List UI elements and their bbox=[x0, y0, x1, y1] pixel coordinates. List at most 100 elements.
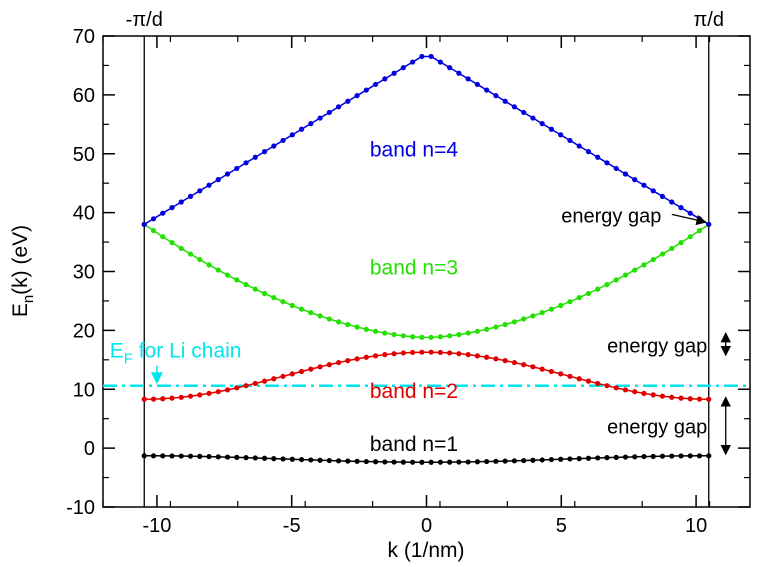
band-point bbox=[650, 188, 656, 194]
band-point bbox=[150, 216, 157, 222]
band-point bbox=[567, 137, 573, 144]
band-point bbox=[141, 453, 147, 459]
x-axis-label: k (1/nm) bbox=[387, 539, 464, 562]
band-point bbox=[687, 234, 693, 240]
x-tick-label: -10 bbox=[142, 515, 171, 537]
band-point bbox=[215, 177, 221, 183]
band-point bbox=[530, 364, 536, 370]
band-point bbox=[696, 228, 703, 234]
band-point bbox=[345, 458, 351, 464]
y-tick-label: 20 bbox=[73, 320, 95, 342]
band-point bbox=[502, 321, 508, 328]
band-point bbox=[298, 306, 305, 312]
band-point bbox=[243, 455, 249, 461]
band-point bbox=[530, 115, 536, 121]
band-point bbox=[576, 456, 582, 462]
band-point bbox=[160, 210, 166, 216]
band-point bbox=[187, 393, 194, 399]
band-point bbox=[493, 356, 499, 362]
band-point bbox=[141, 221, 147, 227]
band-point bbox=[335, 104, 342, 110]
band-point bbox=[604, 455, 610, 461]
band-point bbox=[169, 395, 175, 401]
band-point bbox=[567, 299, 573, 305]
band-point bbox=[595, 286, 601, 292]
band-label: band n=3 bbox=[370, 256, 458, 279]
band-point bbox=[335, 458, 342, 464]
band-point bbox=[187, 251, 194, 257]
band-point bbox=[474, 81, 480, 88]
band-point bbox=[511, 458, 518, 464]
band-point bbox=[252, 154, 258, 160]
band-point bbox=[215, 389, 221, 395]
band-point bbox=[493, 324, 499, 330]
band-point bbox=[696, 453, 703, 459]
band-point bbox=[354, 324, 360, 330]
band-point bbox=[243, 281, 249, 288]
band-point bbox=[178, 394, 184, 400]
band-point bbox=[428, 334, 434, 340]
band-point bbox=[410, 59, 416, 65]
band-point bbox=[363, 354, 369, 360]
band-point bbox=[400, 350, 406, 356]
band-point bbox=[335, 319, 342, 325]
energy-gap-label: energy gap bbox=[607, 416, 707, 438]
band-point bbox=[150, 396, 157, 402]
band-point bbox=[558, 302, 564, 309]
band-point bbox=[373, 459, 379, 465]
band-point bbox=[373, 353, 379, 359]
band-point bbox=[687, 396, 693, 402]
band-point bbox=[447, 65, 453, 71]
band-point bbox=[576, 143, 582, 149]
band-point bbox=[308, 457, 314, 463]
band-point bbox=[141, 396, 147, 402]
band-point bbox=[428, 53, 434, 60]
band-point bbox=[326, 362, 332, 368]
band-point bbox=[410, 334, 416, 340]
band-point bbox=[511, 319, 518, 325]
band-point bbox=[391, 331, 397, 338]
band-point bbox=[484, 87, 490, 93]
band-point bbox=[317, 364, 323, 370]
band-point bbox=[437, 59, 443, 65]
band-point bbox=[558, 456, 564, 462]
band-point bbox=[197, 453, 203, 459]
y-tick-label: 60 bbox=[73, 85, 95, 107]
band-point bbox=[206, 182, 212, 188]
band-point bbox=[326, 316, 332, 322]
band-point bbox=[447, 333, 453, 339]
band-point bbox=[585, 455, 592, 461]
band-point bbox=[613, 454, 619, 460]
band-point bbox=[632, 389, 638, 395]
band-point bbox=[252, 455, 258, 461]
band-point bbox=[215, 454, 221, 460]
x-tick-label: 0 bbox=[421, 515, 432, 537]
band-point bbox=[595, 380, 601, 387]
y-axis-label: En(k) (eV) bbox=[9, 225, 37, 317]
band-point bbox=[345, 358, 351, 364]
band-point bbox=[169, 205, 175, 211]
band-point bbox=[289, 371, 295, 377]
band-point bbox=[687, 210, 693, 216]
band-point bbox=[659, 393, 666, 399]
band-point bbox=[206, 453, 212, 460]
band-point bbox=[317, 313, 323, 319]
axis-ticks: -10 -5 0 5 10 -10 0 10 20 30 40 50 60 70 bbox=[66, 26, 750, 537]
y-tick-label: -10 bbox=[66, 497, 95, 519]
band-point bbox=[160, 396, 166, 402]
band-point bbox=[548, 456, 555, 463]
band-point bbox=[641, 262, 647, 268]
band-point bbox=[539, 366, 545, 372]
band-point bbox=[261, 149, 268, 155]
band-point bbox=[289, 456, 295, 462]
band-point bbox=[706, 396, 712, 402]
band-point bbox=[197, 256, 203, 263]
band-point bbox=[548, 368, 555, 375]
band-point bbox=[484, 326, 490, 332]
band-point bbox=[178, 199, 184, 205]
band-point bbox=[521, 362, 527, 368]
band-point bbox=[373, 81, 379, 88]
band-point bbox=[160, 453, 166, 459]
band-point bbox=[669, 453, 675, 459]
band-point bbox=[391, 351, 397, 357]
